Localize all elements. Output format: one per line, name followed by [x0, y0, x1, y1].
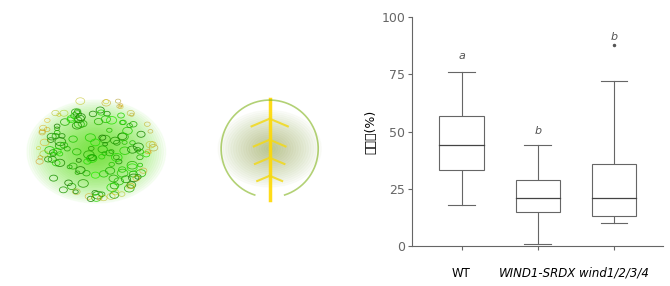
Text: WIND1-SRDX: WIND1-SRDX — [499, 267, 576, 279]
Text: WT: WT — [59, 20, 80, 33]
Y-axis label: 分化率(%): 分化率(%) — [364, 110, 377, 154]
Text: b: b — [534, 126, 541, 136]
Text: wind1/2/3/4: wind1/2/3/4 — [579, 267, 649, 279]
Text: WIND1-SRDX: WIND1-SRDX — [202, 20, 284, 33]
Bar — [592, 164, 636, 216]
Bar — [440, 116, 484, 170]
Bar — [516, 180, 559, 212]
Text: b: b — [610, 32, 617, 42]
Text: WT: WT — [452, 267, 471, 279]
Text: a: a — [458, 51, 465, 61]
